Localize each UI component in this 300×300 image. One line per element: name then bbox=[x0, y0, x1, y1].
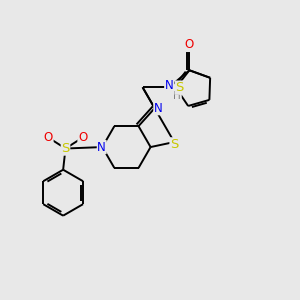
Text: O: O bbox=[44, 131, 53, 144]
Text: N: N bbox=[97, 141, 106, 154]
Text: S: S bbox=[61, 142, 70, 155]
Text: N: N bbox=[165, 79, 173, 92]
Text: N: N bbox=[154, 102, 163, 115]
Text: O: O bbox=[185, 38, 194, 51]
Text: S: S bbox=[170, 138, 178, 151]
Text: S: S bbox=[175, 81, 184, 94]
Text: O: O bbox=[78, 131, 87, 144]
Text: H: H bbox=[173, 91, 181, 100]
